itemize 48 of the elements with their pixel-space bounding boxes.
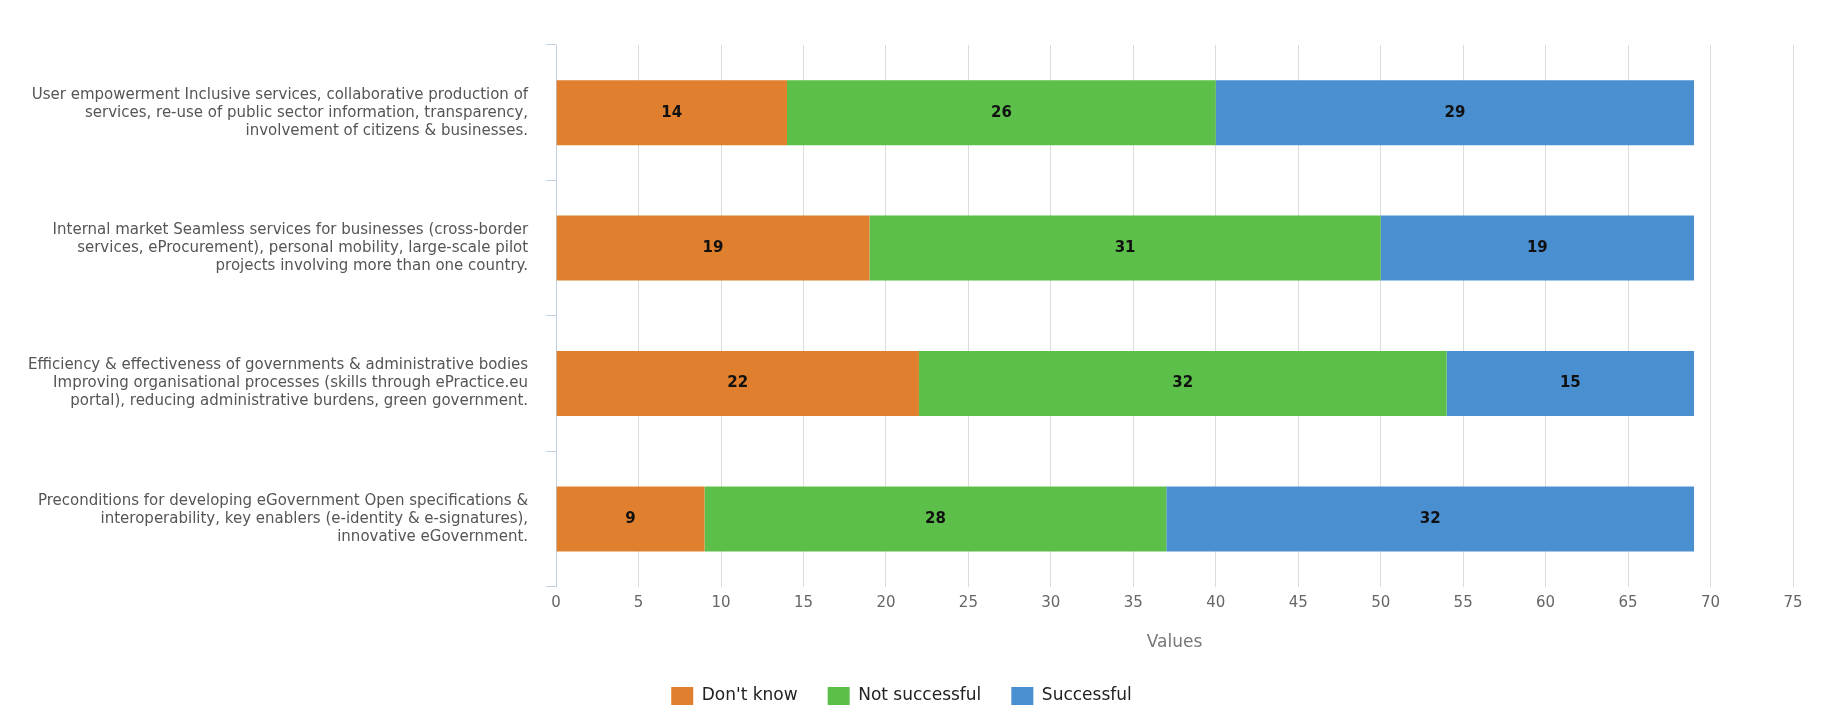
bar [704,486,1167,552]
x-tick-label: 55 [1453,593,1473,612]
x-tick-label: 50 [1371,593,1391,612]
data-label: 15 [1559,373,1581,392]
x-tick-label: 10 [711,593,731,612]
bar [1446,351,1695,416]
data-label: 19 [1526,237,1548,256]
bar [556,351,919,416]
x-tick-label: 35 [1123,593,1143,612]
data-label: 32 [1419,508,1441,527]
x-tick-label: 40 [1206,593,1226,612]
x-axis-title: Values [1146,631,1203,652]
legend-label: Successful [1041,684,1132,705]
data-label: 29 [1444,102,1466,121]
y-tick-label: Efficiency & effectiveness of governments & administrative bodies Improving organisational processes (skills through ePractice.eu portal), reducing administrative burdens, green government. [28,355,529,410]
data-label: 31 [1114,237,1136,256]
x-tick-label: 70 [1700,593,1721,612]
bar [1380,215,1695,281]
x-tick-label: 20 [876,593,896,612]
x-tick-label: 60 [1536,593,1556,612]
bar [556,486,705,552]
data-label: 22 [727,373,749,392]
x-tick-label: 30 [1041,593,1061,612]
x-tick-label: 75 [1783,593,1803,612]
x-tick-label: 15 [793,593,814,612]
bar [1215,80,1695,146]
y-tick-label: User empowerment Inclusive services, collaborative production of services, re-use of public sector information, transparency, involvement of citizens & businesses. [31,84,529,139]
data-label: 19 [702,237,724,256]
data-label: 9 [625,508,636,527]
x-tick-label: 0 [551,593,561,612]
data-label: 32 [1172,373,1194,392]
x-tick-label: 5 [633,593,644,612]
bar [1166,486,1695,552]
legend-label: Not successful [858,684,982,705]
y-tick-label: Internal market Seamless services for businesses (cross-border services, eProcurement), personal mobility, large-scale pilot projects involving more than one country. [52,219,529,274]
x-tick-label: 65 [1618,593,1638,612]
bar [786,80,1216,146]
legend-label: Don't know [701,684,798,705]
data-label: 26 [990,102,1012,121]
y-tick-label: Preconditions for developing eGovernment Open specifications & interoperability, key enablers (e-identity & e-signatures), innovative eGovernment. [37,490,529,545]
data-label: 28 [924,508,946,527]
x-tick-label: 25 [958,593,978,612]
bar [869,215,1381,281]
bar [556,215,870,281]
x-tick-label: 45 [1288,593,1308,612]
bar [918,351,1447,416]
data-label: 14 [661,102,683,121]
bar [556,80,787,146]
